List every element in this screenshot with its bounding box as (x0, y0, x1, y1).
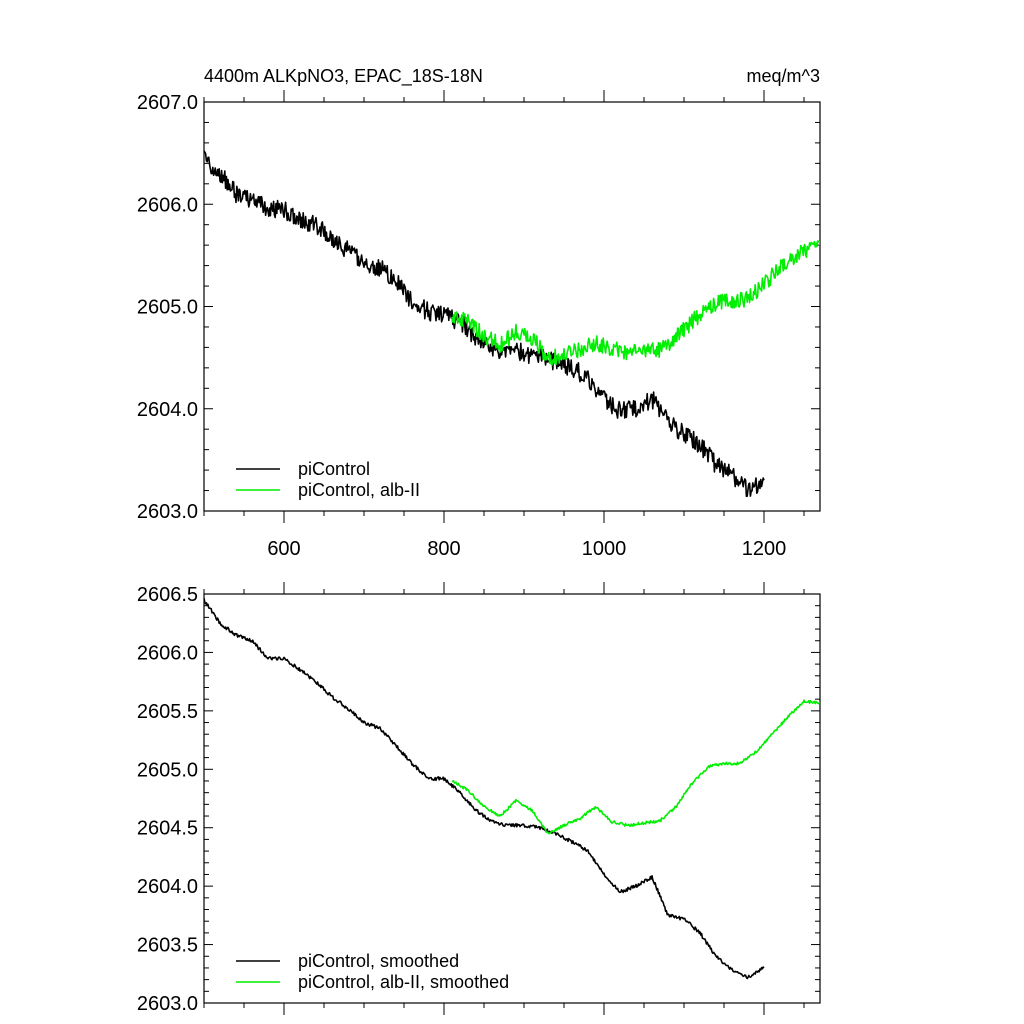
y-tick-label: 2605.5 (137, 701, 198, 723)
y-tick-label: 2604.5 (137, 818, 198, 840)
y-tick-label: 2603.5 (137, 935, 198, 957)
series-line-control (204, 150, 765, 498)
legend-label: piControl (298, 459, 370, 479)
top-panel-raw: 2603.0 2604.0 2605.0 2606.0 2607.0 600 800 1000… (137, 90, 821, 560)
figure-title: 4400m ALKpNO3, EPAC_18S-18N (204, 66, 483, 87)
y-tick-label: 2604.0 (137, 876, 198, 898)
x-tick-label: 800 (427, 538, 460, 560)
series-line-albII (451, 699, 820, 835)
legend-label: piControl, alb-II, smoothed (298, 972, 509, 992)
y-tick-label: 2607.0 (137, 92, 198, 114)
y-tick-label: 2604.0 (137, 399, 198, 421)
legend-label: piControl, smoothed (298, 951, 459, 971)
y-tick-label: 2606.0 (137, 642, 198, 664)
plot-frame (203, 593, 821, 1004)
y-tick-label: 2603.0 (137, 993, 198, 1015)
series-line-albII (451, 240, 820, 366)
figure-units: meq/m^3 (747, 66, 820, 86)
x-tick-label: 600 (267, 538, 300, 560)
legend-label: piControl, alb-II (298, 480, 420, 500)
y-tick-label: 2605.0 (137, 297, 198, 319)
series-line-control (204, 598, 765, 980)
y-tick-label: 2603.0 (137, 501, 198, 523)
y-tick-label: 2605.0 (137, 759, 198, 781)
y-tick-label: 2606.5 (137, 584, 198, 606)
bottom-panel-smoothed: 2603.0 2603.5 2604.0 2604.5 2605.0 2605.5 2606… (137, 582, 821, 1015)
y-tick-label: 2606.0 (137, 194, 198, 216)
x-tick-label: 1200 (742, 538, 787, 560)
x-tick-label: 1000 (582, 538, 627, 560)
